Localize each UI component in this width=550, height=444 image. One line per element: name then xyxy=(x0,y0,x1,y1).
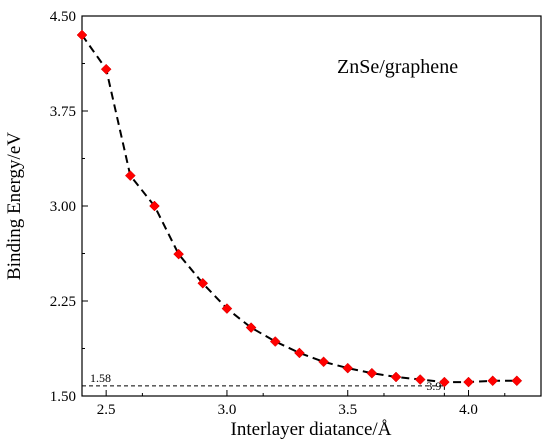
data-point xyxy=(366,367,378,379)
data-point xyxy=(124,170,136,181)
data-point xyxy=(342,362,354,374)
data-point xyxy=(269,336,281,347)
x-tick-label: 4.0 xyxy=(459,402,478,418)
min-distance-label: 3.9 xyxy=(426,379,441,393)
data-point xyxy=(390,371,402,383)
data-point xyxy=(511,375,523,387)
data-point xyxy=(100,63,112,75)
x-tick-label: 3.0 xyxy=(218,402,237,418)
data-point xyxy=(245,322,257,333)
y-tick-label: 1.50 xyxy=(50,389,76,405)
legend-label: ZnSe/graphene xyxy=(337,56,458,78)
x-tick-label: 2.5 xyxy=(97,402,116,418)
y-tick-label: 3.75 xyxy=(50,104,76,120)
min-energy-label: 1.58 xyxy=(90,371,111,385)
data-point xyxy=(318,356,329,368)
y-tick-label: 2.25 xyxy=(50,294,76,310)
data-point xyxy=(149,200,160,212)
data-point xyxy=(76,29,88,41)
data-point xyxy=(173,248,184,260)
data-point xyxy=(197,277,209,289)
data-markers xyxy=(76,29,523,388)
data-point xyxy=(439,376,450,388)
data-point xyxy=(221,303,233,314)
y-tick-label: 3.00 xyxy=(50,199,76,215)
x-axis-title: Interlayer diatance/Å xyxy=(231,419,392,440)
data-point xyxy=(414,374,426,385)
data-point xyxy=(487,375,499,387)
guide-lines: 1.58 3.9 xyxy=(82,371,445,396)
data-point xyxy=(463,376,474,388)
data-point xyxy=(294,347,305,359)
y-axis-ticks: 1.50 2.25 3.00 3.75 4.50 xyxy=(50,9,88,405)
series-line xyxy=(81,34,517,384)
x-axis-ticks: 2.5 3.0 3.5 4.0 xyxy=(97,390,506,418)
y-axis-title: Binding Energy/eV xyxy=(4,132,25,280)
y-tick-label: 4.50 xyxy=(50,9,76,25)
x-tick-label: 3.5 xyxy=(338,402,357,418)
